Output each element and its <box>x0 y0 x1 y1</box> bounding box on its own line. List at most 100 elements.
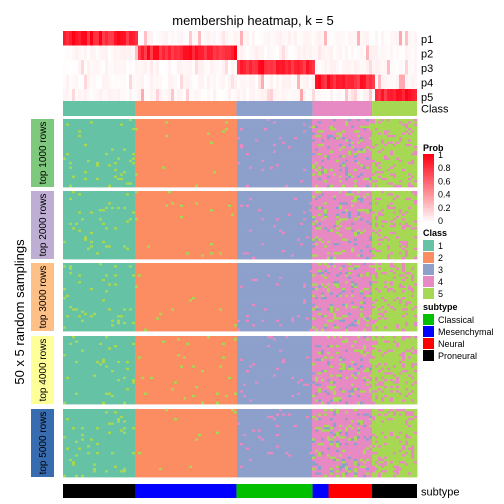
heatmap-cell <box>378 184 382 188</box>
heatmap-cell <box>363 119 367 122</box>
prob-cell <box>135 60 138 75</box>
heatmap-cell <box>99 184 103 188</box>
heatmap-cell <box>285 121 289 124</box>
heatmap-cell <box>63 121 67 124</box>
heatmap-cell <box>303 125 307 129</box>
heatmap-cell <box>243 121 247 124</box>
heatmap-cell <box>297 125 301 129</box>
heatmap-cell <box>273 184 277 188</box>
heatmap-cell <box>129 125 133 129</box>
prob-cell <box>273 74 276 89</box>
heatmap-cell <box>291 125 295 129</box>
prob-cell <box>207 60 210 75</box>
heatmap-cell <box>363 130 367 133</box>
prob-cell <box>189 60 192 75</box>
heatmap-cell <box>321 123 325 127</box>
heatmap-cell <box>372 134 376 138</box>
heatmap-cell <box>333 184 337 188</box>
heatmap-cell <box>237 119 241 122</box>
prob-cell <box>225 45 228 60</box>
heatmap-cell <box>162 123 166 127</box>
prob-cell <box>219 45 222 60</box>
heatmap-cell <box>183 123 187 127</box>
prob-cell <box>186 74 189 89</box>
heatmap-cell <box>342 123 346 127</box>
prob-cell <box>174 31 177 46</box>
heatmap-cell <box>207 128 211 131</box>
heatmap-cell <box>396 137 400 140</box>
heatmap-cell <box>78 132 82 136</box>
prob-cell <box>330 60 333 75</box>
heatmap-cell <box>210 123 214 127</box>
heatmap-cell <box>306 132 310 136</box>
heatmap-cell <box>279 128 283 131</box>
prob-cell <box>276 74 279 89</box>
heatmap-cell <box>282 123 286 127</box>
heatmap-cell <box>342 139 346 143</box>
heatmap-cell <box>120 125 124 129</box>
prob-cell <box>156 89 159 104</box>
prob-cell <box>255 89 258 104</box>
heatmap-cell <box>378 119 382 122</box>
prob-cell <box>315 31 318 46</box>
heatmap-cell <box>201 125 205 129</box>
heatmap-cell <box>252 128 256 131</box>
prob-cell <box>90 89 93 104</box>
prob-cell <box>111 89 114 104</box>
heatmap-cell <box>168 139 172 143</box>
prob-cell <box>102 74 105 89</box>
prob-cell <box>279 60 282 75</box>
heatmap-cell <box>381 132 385 136</box>
heatmap-cell <box>408 121 412 124</box>
prob-cell <box>138 89 141 104</box>
prob-cell <box>297 45 300 60</box>
heatmap-cell <box>108 184 112 188</box>
prob-cell <box>243 74 246 89</box>
prob-cell <box>351 45 354 60</box>
heatmap-cell <box>288 121 292 124</box>
heatmap-cell <box>294 121 298 124</box>
prob-cell <box>393 60 396 75</box>
prob-cell <box>81 74 84 89</box>
prob-cell <box>330 31 333 46</box>
heatmap-cell <box>387 132 391 136</box>
heatmap-cell <box>270 121 274 124</box>
heatmap-cell <box>135 125 139 129</box>
heatmap-cell <box>312 123 316 127</box>
heatmap-cell <box>90 132 94 136</box>
heatmap-cell <box>228 134 232 138</box>
heatmap-cell <box>306 123 310 127</box>
heatmap-cell <box>333 128 337 131</box>
prob-cell <box>69 89 72 104</box>
heatmap-cell <box>288 137 292 140</box>
heatmap-cell <box>171 128 175 131</box>
heatmap-cell <box>174 132 178 136</box>
prob-cell <box>141 60 144 75</box>
heatmap-cell <box>360 121 364 124</box>
prob-cell <box>204 31 207 46</box>
heatmap-cell <box>162 130 166 133</box>
heatmap-cell <box>414 184 418 188</box>
prob-cell <box>399 45 402 60</box>
prob-cell <box>195 89 198 104</box>
prob-row-label-p5: p5 <box>421 92 433 104</box>
heatmap-cell <box>240 121 244 124</box>
heatmap-cell <box>363 184 367 188</box>
heatmap-cell <box>255 119 259 122</box>
class-block-5 <box>372 101 417 116</box>
heatmap-cell <box>318 132 322 136</box>
heatmap-cell <box>159 123 163 127</box>
prob-cell <box>153 60 156 75</box>
heatmap-cell <box>384 132 388 136</box>
heatmap-cell <box>309 137 313 140</box>
heatmap-cell <box>393 123 397 127</box>
heatmap-cell <box>72 132 76 136</box>
heatmap-cell <box>141 132 145 136</box>
prob-cell <box>87 45 90 60</box>
heatmap-cell <box>363 125 367 129</box>
prob-cell <box>150 74 153 89</box>
heatmap-cell <box>276 132 280 136</box>
heatmap-cell <box>309 184 313 188</box>
prob-cell <box>294 31 297 46</box>
heatmap-cell <box>351 119 355 122</box>
